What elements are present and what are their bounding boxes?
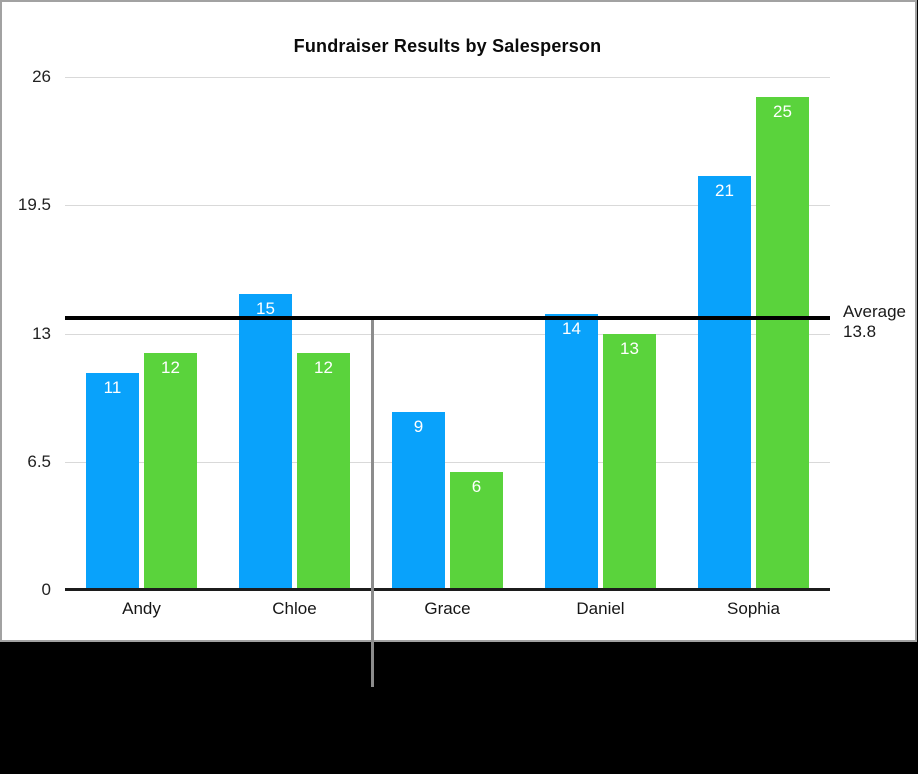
bar-value-label: 21	[715, 180, 734, 200]
bar-blue-sophia: 21	[698, 175, 751, 590]
bar-value-label: 11	[103, 377, 122, 397]
x-axis-category-label: Andy	[122, 599, 161, 618]
bar-green-chloe: 12	[297, 353, 350, 590]
y-axis-tick-label: 6.5	[27, 451, 51, 471]
bar-blue-chloe: 15	[239, 294, 292, 590]
y-axis-tick-label: 26	[32, 67, 51, 86]
average-label: Average 13.8	[843, 302, 918, 342]
x-axis-category-label: Grace	[424, 599, 471, 618]
x-axis-line	[65, 588, 830, 591]
y-gridline	[65, 333, 830, 335]
bar-green-grace: 6	[450, 471, 503, 590]
bar-value-label: 6	[471, 476, 482, 496]
x-axis-category-label: Daniel	[576, 599, 625, 618]
bar-green-daniel: 13	[603, 333, 656, 590]
average-label-line1: Average	[843, 301, 907, 321]
bar-green-sophia: 25	[756, 96, 809, 590]
bar-value-label: 14	[562, 318, 581, 338]
y-axis-tick-label: 13	[32, 323, 51, 343]
x-axis-category-label: Chloe	[272, 599, 317, 618]
bar-value-label: 9	[413, 417, 424, 437]
bar-value-label: 13	[620, 338, 639, 358]
chart-card: Fundraiser Results by Salesperson Averag…	[0, 0, 917, 642]
bar-value-label: 25	[773, 101, 792, 121]
bar-blue-daniel: 14	[545, 313, 598, 590]
bar-blue-grace: 9	[392, 412, 445, 590]
y-gridline	[65, 77, 830, 78]
chart-title: Fundraiser Results by Salesperson	[293, 36, 602, 56]
y-gridline	[65, 461, 830, 463]
y-axis-tick-label: 0	[41, 580, 51, 599]
plot-area: Average 13.8 26 19.5 13 6.5 0 11 12 Andy 15 12 Chl…	[18, 67, 906, 618]
bar-value-label: 12	[314, 358, 333, 378]
bar-green-andy: 12	[144, 353, 197, 590]
bar-value-label: 15	[256, 299, 275, 319]
callout-line	[371, 320, 374, 687]
bar-blue-andy: 11	[86, 372, 139, 590]
y-gridline	[65, 205, 830, 207]
average-label-line2: 13.8	[843, 321, 877, 341]
bar-value-label: 12	[161, 358, 180, 378]
x-axis-category-label: Sophia	[727, 599, 780, 618]
average-line	[65, 315, 830, 320]
y-axis-tick-label: 19.5	[17, 195, 51, 215]
footer-black-area	[0, 642, 918, 774]
